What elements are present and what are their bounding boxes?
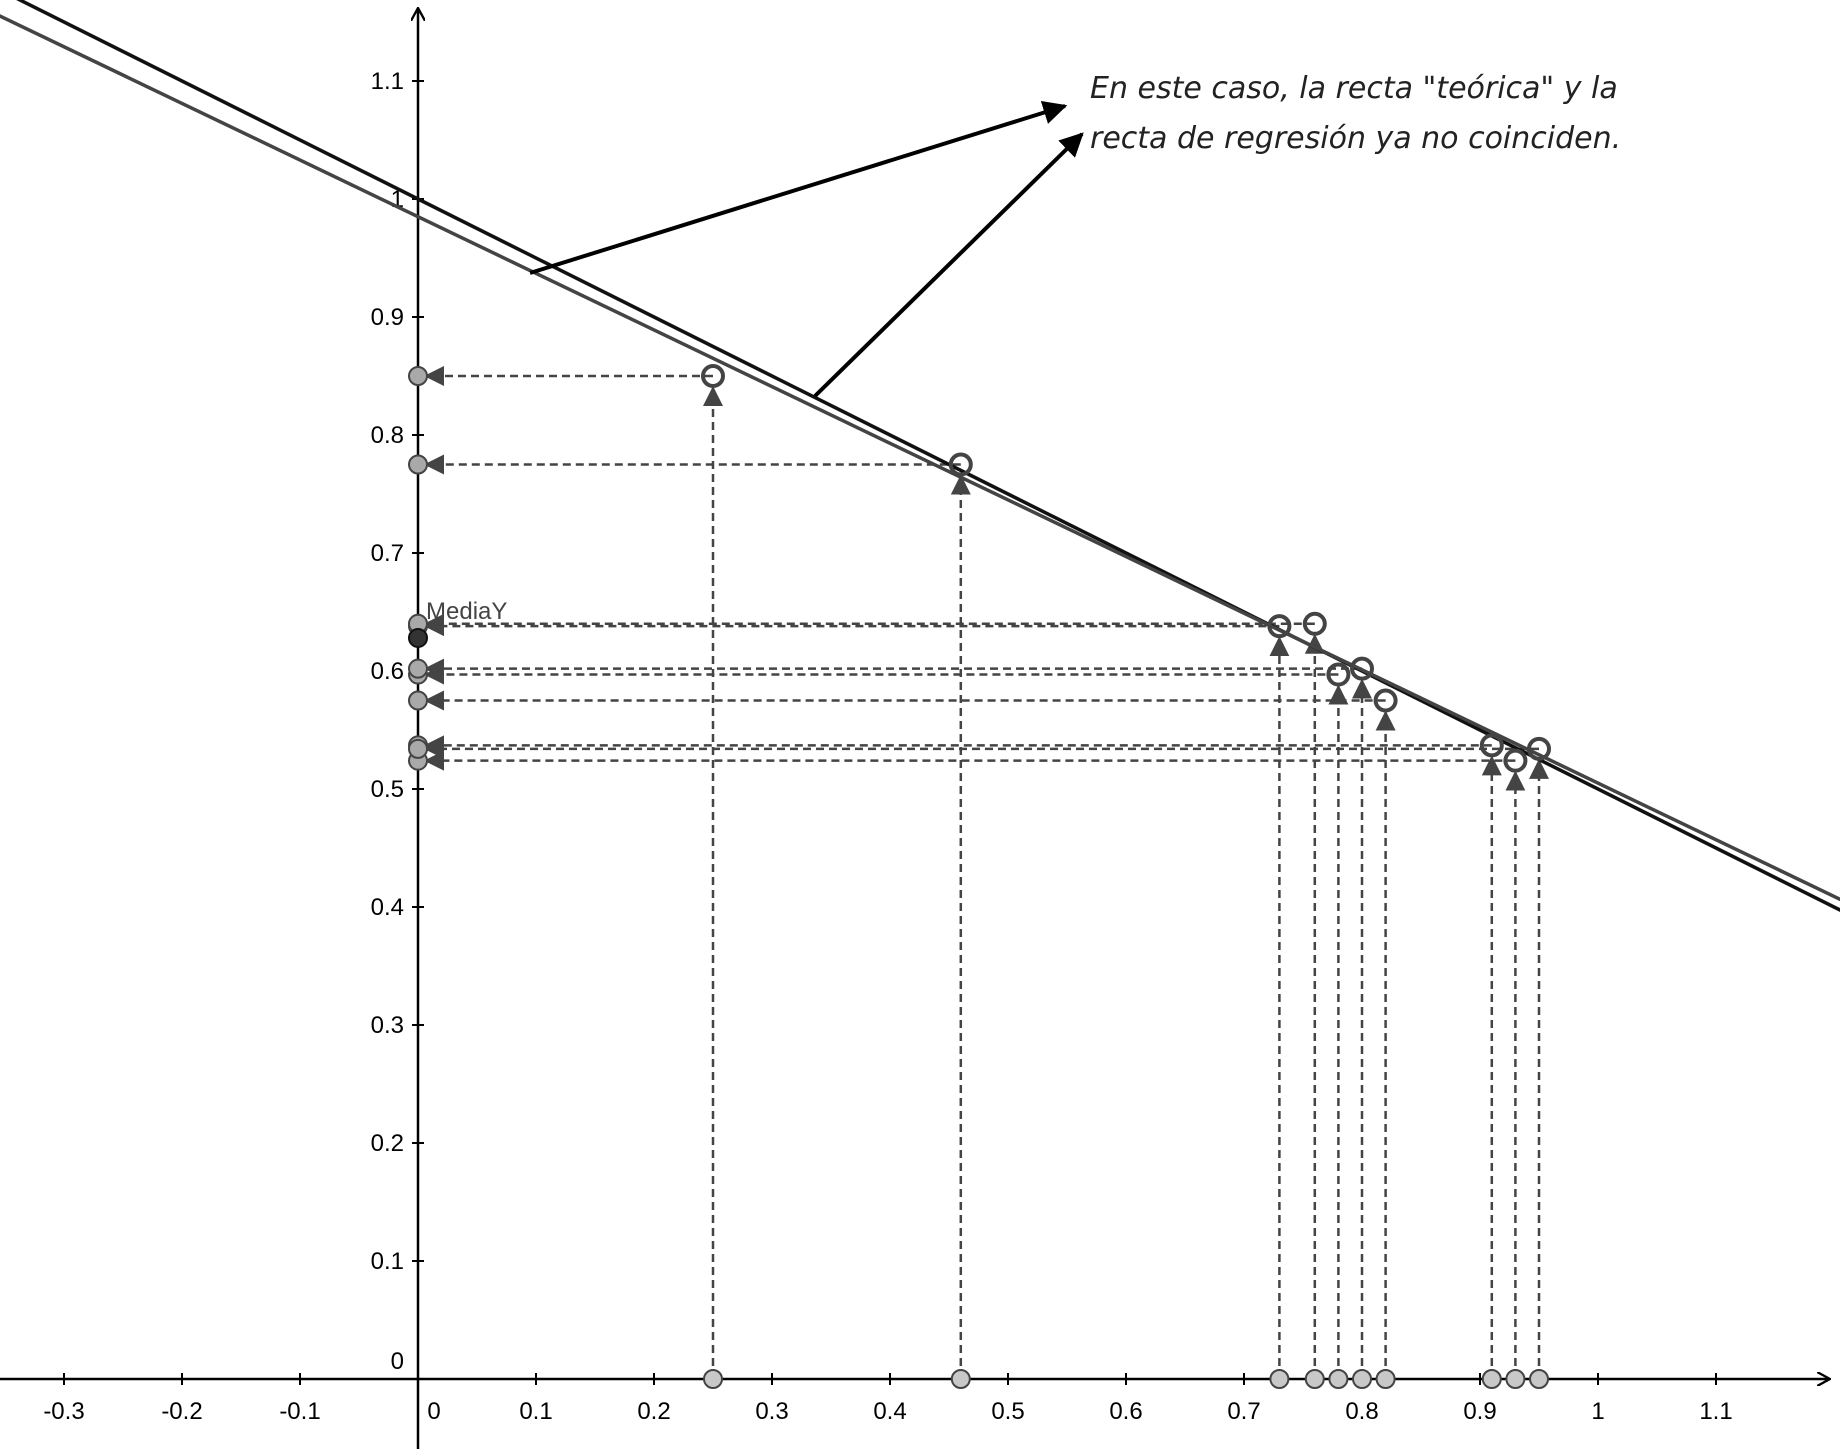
x-tick-label: 0.1: [519, 1398, 552, 1425]
x-projection-marker: [1328, 1369, 1349, 1389]
x-tick-label: -0.2: [161, 1398, 202, 1425]
mean-y-label: MediaY: [426, 598, 507, 625]
data-point: [1326, 662, 1351, 687]
x-tick-label: 1: [1591, 1398, 1604, 1425]
data-point: [701, 364, 725, 388]
x-projection-marker: [1505, 1369, 1526, 1389]
y-tick-label: 0.5: [371, 776, 404, 803]
data-point: [948, 452, 973, 477]
mean-y-marker: [408, 627, 428, 648]
annotation-line-2: recta de regresión ya no coinciden.: [1090, 121, 1621, 156]
x-tick-label: 0: [427, 1398, 440, 1425]
x-tick-label: 0.9: [1463, 1398, 1496, 1425]
x-tick-label: 0.5: [991, 1398, 1024, 1425]
x-tick-label: 0.8: [1345, 1398, 1378, 1425]
data-point: [1267, 614, 1292, 639]
x-tick-label: 0.4: [873, 1398, 906, 1425]
y-projection-marker: [408, 738, 428, 759]
x-projection-marker: [1269, 1369, 1290, 1389]
data-point: [1527, 736, 1551, 761]
x-tick-label: 0.3: [755, 1398, 788, 1425]
y-tick-label: 0.9: [371, 304, 404, 331]
projection-guides: [424, 366, 1549, 1379]
y-projection-marker: [408, 454, 428, 475]
data-point: [1350, 656, 1374, 681]
x-tick-label: 1.1: [1699, 1398, 1732, 1425]
annotation-line-1: En este caso, la recta "teórica" y la: [1090, 71, 1618, 106]
annotation: En este caso, la recta "teórica" y la re…: [529, 71, 1621, 398]
y-tick-label: 0: [391, 1348, 404, 1375]
x-projection-marker: [950, 1369, 971, 1389]
axes: -0.3 -0.2 -0.1 0 0.1 0.2 0.3 0.4 0.5 0.6 0.7 0.8 0.9…: [0, 8, 1830, 1449]
y-tick-label: 0.4: [371, 894, 404, 921]
x-tick-label: 0.7: [1227, 1398, 1260, 1425]
y-tick-label: 0.2: [371, 1130, 404, 1157]
x-tick-label: 0.6: [1109, 1398, 1142, 1425]
x-projection-marker: [1352, 1369, 1372, 1389]
y-projection-marker: [408, 366, 428, 386]
data-point: [1302, 611, 1327, 636]
data-point: [1479, 733, 1504, 758]
x-projection-marker: [1481, 1369, 1502, 1389]
y-tick-label: 0.6: [371, 658, 404, 685]
regression-line-2: [0, 14, 1840, 902]
x-projection-marker: [1304, 1369, 1325, 1389]
y-tick-label: 1.1: [371, 68, 404, 95]
y-projection-marker: [408, 690, 428, 711]
x-projection-marker: [1529, 1369, 1549, 1389]
data-point: [1503, 748, 1528, 773]
y-tick-label: 0.7: [371, 540, 404, 567]
annotation-arrow-2: [813, 132, 1084, 398]
annotation-arrow-1: [529, 100, 1068, 275]
x-projection-marker: [703, 1369, 723, 1389]
data-points: [408, 364, 1551, 1389]
y-tick-label: 0.8: [371, 422, 404, 449]
data-point: [1373, 688, 1398, 713]
y-tick-label: 0.1: [371, 1248, 404, 1275]
y-projection-marker: [408, 658, 428, 679]
y-tick-label: 0.3: [371, 1012, 404, 1039]
x-tick-label: -0.3: [43, 1398, 84, 1425]
x-tick-label: 0.2: [637, 1398, 670, 1425]
x-tick-label: -0.1: [279, 1398, 320, 1425]
x-projection-marker: [1375, 1369, 1396, 1389]
